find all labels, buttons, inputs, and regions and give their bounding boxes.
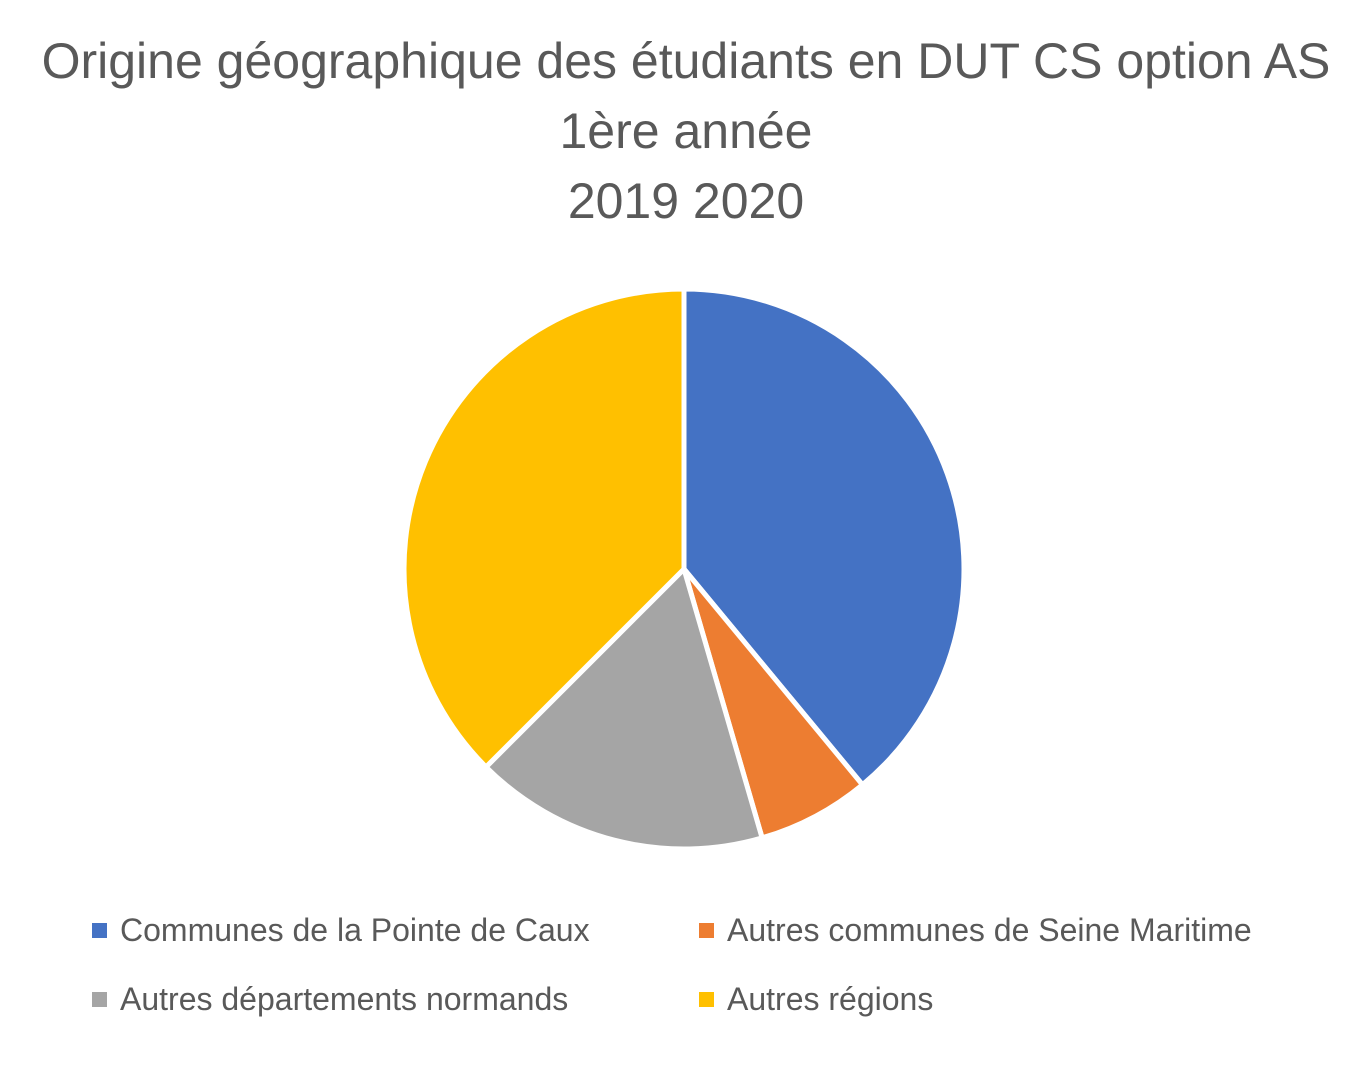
- chart-title-line-3: 2019 2020: [567, 173, 805, 229]
- pie-slice-autres-regions: [401, 286, 687, 770]
- chart-title: Origine géographique des étudiants en DU…: [0, 26, 1372, 236]
- pie-slice-pointe-de-caux: [681, 286, 967, 788]
- pie-slice-departements-normands: [483, 566, 765, 852]
- chart-title-line-1: Origine géographique des étudiants en DU…: [41, 33, 1331, 89]
- chart-title-line-2: 1ère année: [559, 103, 813, 159]
